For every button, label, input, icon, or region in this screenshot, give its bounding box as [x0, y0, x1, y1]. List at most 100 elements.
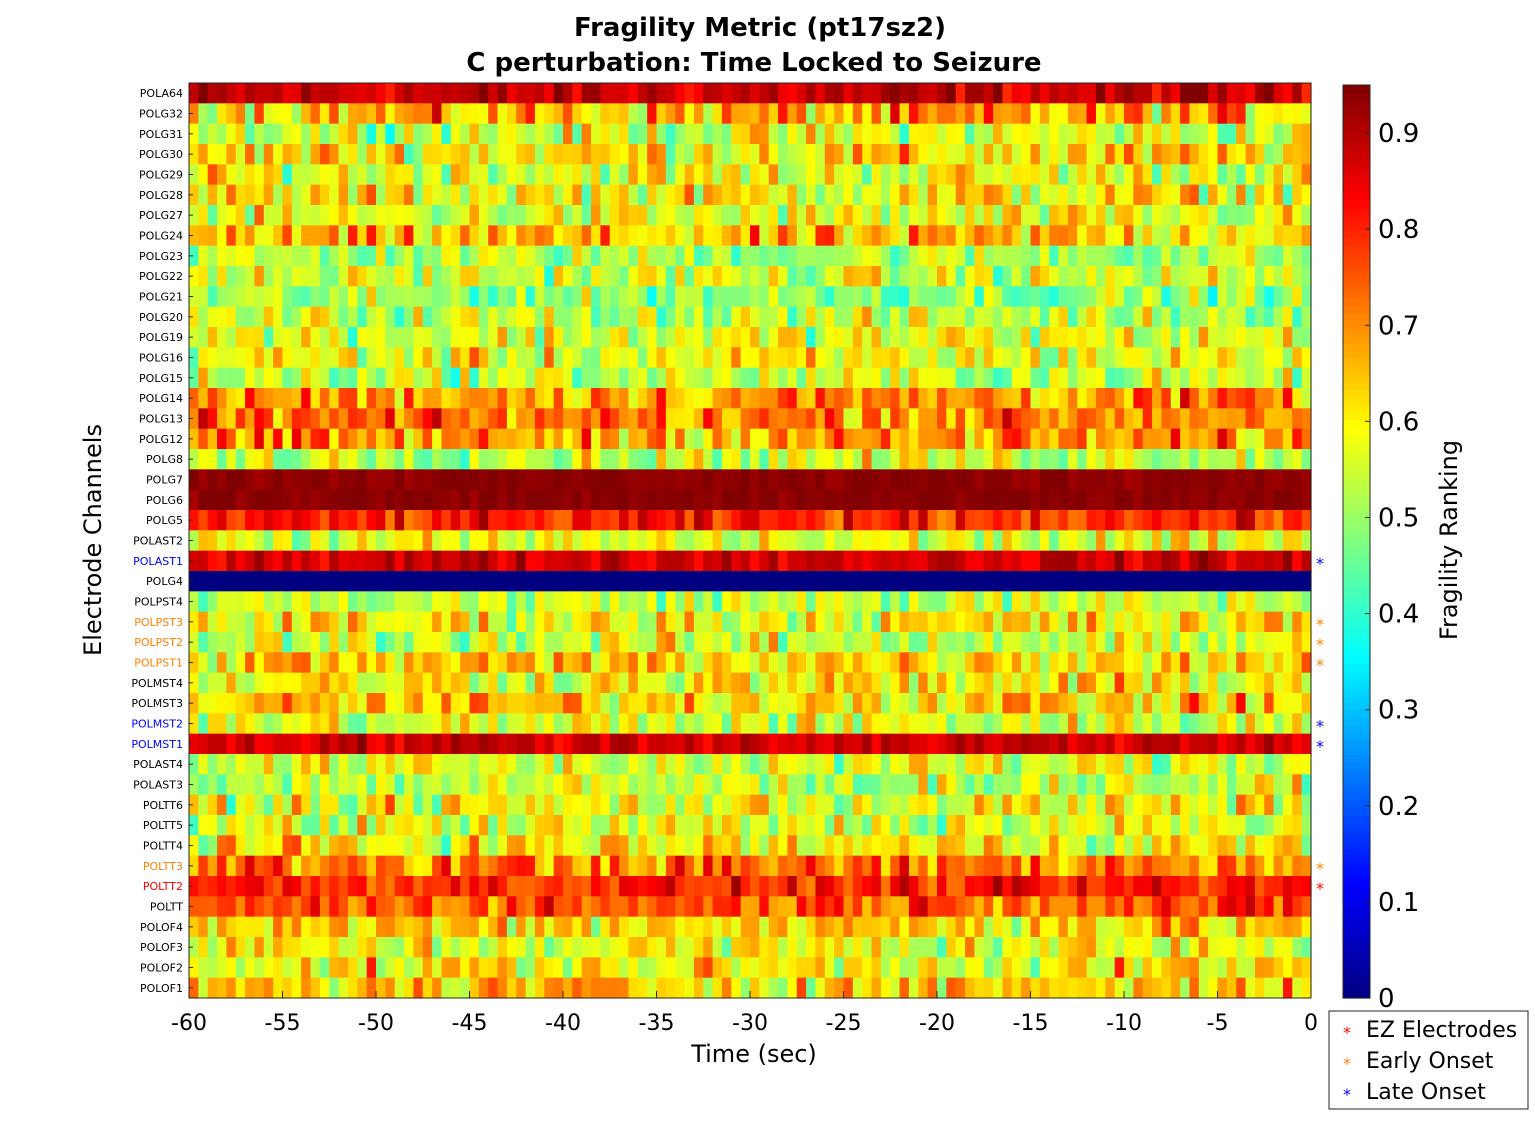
- heatmap-cell: [918, 428, 929, 450]
- heatmap-cell: [245, 510, 256, 531]
- heatmap-cell: [684, 327, 695, 348]
- heatmap-cell: [516, 896, 527, 918]
- heatmap-cell: [394, 835, 405, 857]
- heatmap-cell: [217, 611, 227, 633]
- heatmap-cell: [693, 774, 704, 796]
- heatmap-cell: [1161, 164, 1172, 186]
- heatmap-cell: [1114, 388, 1125, 409]
- heatmap-cell: [656, 550, 667, 572]
- heatmap-cell: [394, 428, 405, 450]
- heatmap-cell: [385, 306, 396, 328]
- heatmap-cell: [366, 286, 377, 308]
- heatmap-cell: [628, 428, 639, 450]
- heatmap-cell: [675, 672, 686, 694]
- heatmap-cell: [1301, 855, 1312, 877]
- heatmap-cell: [721, 530, 732, 552]
- heatmap-cell: [1086, 184, 1097, 206]
- heatmap-cell: [450, 347, 461, 369]
- heatmap-cell: [591, 774, 601, 796]
- heatmap-cell: [525, 205, 536, 226]
- heatmap-cell: [226, 530, 237, 552]
- heatmap-cell: [338, 347, 349, 369]
- heatmap-cell: [1226, 367, 1237, 389]
- heatmap-cell: [731, 144, 742, 165]
- heatmap-cell: [1086, 876, 1097, 897]
- heatmap-cell: [1236, 672, 1247, 694]
- heatmap-cell: [712, 733, 723, 755]
- heatmap-cell: [908, 530, 919, 552]
- heatmap-cell: [245, 652, 256, 674]
- heatmap-cell: [572, 388, 583, 409]
- heatmap-cell: [544, 469, 555, 491]
- heatmap-cell: [488, 815, 499, 836]
- heatmap-cell: [1180, 347, 1191, 369]
- heatmap-cell: [516, 733, 527, 755]
- heatmap-cell: [993, 327, 1004, 348]
- heatmap-cell: [871, 672, 882, 694]
- heatmap-cell: [525, 489, 536, 511]
- heatmap-cell: [357, 123, 368, 145]
- heatmap-cell: [1198, 144, 1209, 165]
- heatmap-cell: [385, 530, 396, 552]
- heatmap-cell: [1021, 469, 1032, 491]
- heatmap-cell: [1049, 733, 1060, 755]
- heatmap-cell: [394, 83, 405, 104]
- heatmap-cell: [534, 815, 545, 836]
- heatmap-cell: [1161, 855, 1172, 877]
- heatmap-cell: [1180, 550, 1191, 572]
- heatmap-cell: [488, 225, 499, 247]
- heatmap-cell: [600, 83, 611, 104]
- heatmap-cell: [1049, 144, 1060, 165]
- heatmap-cell: [385, 591, 396, 613]
- heatmap-cell: [1086, 652, 1097, 674]
- heatmap-cell: [721, 245, 732, 267]
- heatmap-cell: [852, 733, 863, 755]
- heatmap-cell: [394, 774, 405, 796]
- heatmap-cell: [731, 835, 742, 857]
- heatmap-cell: [1039, 347, 1050, 369]
- heatmap-row-polg22: [189, 266, 1312, 287]
- heatmap-cell: [1133, 286, 1144, 308]
- heatmap-cell: [946, 550, 957, 572]
- heatmap-cell: [1236, 184, 1247, 206]
- heatmap-cell: [282, 571, 293, 592]
- heatmap-cell: [1198, 510, 1209, 531]
- heatmap-cell: [1236, 103, 1247, 125]
- heatmap-cell: [1058, 327, 1069, 348]
- heatmap-cell: [1161, 367, 1172, 389]
- heatmap-cell: [759, 611, 770, 633]
- heatmap-cell: [731, 713, 742, 735]
- heatmap-cell: [609, 571, 620, 592]
- heatmap-cell: [441, 489, 452, 511]
- heatmap-cell: [1021, 347, 1032, 369]
- heatmap-cell: [684, 184, 695, 206]
- heatmap-cell: [1282, 286, 1293, 308]
- heatmap-cell: [637, 835, 648, 857]
- heatmap-cell: [974, 835, 985, 857]
- heatmap-cell: [600, 774, 611, 796]
- heatmap-cell: [376, 550, 386, 572]
- heatmap-cell: [899, 550, 910, 572]
- heatmap-cell: [750, 347, 760, 369]
- heatmap-cell: [310, 408, 321, 430]
- heatmap-cell: [834, 591, 845, 613]
- heatmap-cell: [563, 672, 573, 694]
- heatmap-cell: [824, 835, 835, 857]
- heatmap-cell: [347, 550, 358, 572]
- heatmap-cell: [796, 632, 807, 653]
- heatmap-cell: [1292, 815, 1303, 836]
- heatmap-cell: [1273, 632, 1284, 653]
- heatmap-cell: [1273, 815, 1284, 836]
- heatmap-cell: [263, 83, 274, 104]
- heatmap-cell: [993, 672, 1004, 694]
- heatmap-cell: [824, 123, 835, 145]
- heatmap-cell: [207, 123, 218, 145]
- heatmap-cell: [207, 916, 218, 938]
- heatmap-cell: [1264, 672, 1275, 694]
- heatmap-cell: [712, 286, 723, 308]
- heatmap-cell: [226, 327, 237, 348]
- heatmap-cell: [217, 794, 227, 816]
- heatmap-cell: [310, 367, 321, 389]
- heatmap-cell: [366, 469, 377, 491]
- heatmap-cell: [1180, 164, 1191, 186]
